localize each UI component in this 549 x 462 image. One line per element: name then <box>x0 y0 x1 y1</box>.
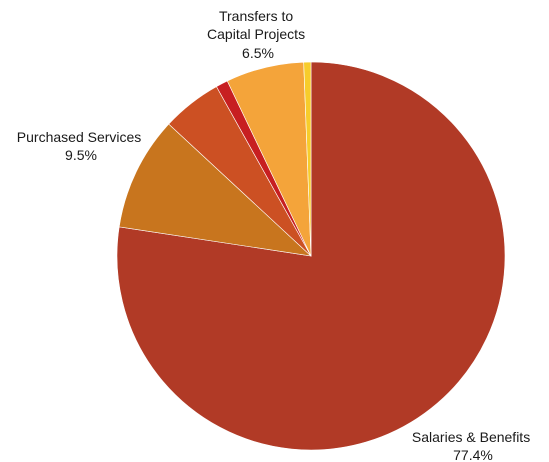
label-salaries-benefits: Salaries & Benefits 77.4% <box>412 429 534 462</box>
pie-slice-unlabeled-5 <box>303 61 312 257</box>
pie-slice-unlabeled-1 <box>118 123 312 257</box>
label-transfers-line2: Capital Projects <box>207 26 305 42</box>
label-salaries-line1: Salaries & Benefits <box>412 429 530 445</box>
label-salaries-value: 77.4% <box>453 447 493 462</box>
label-purchased-line1: Purchased Services <box>17 129 142 145</box>
label-purchased-services: Purchased Services 9.5% <box>17 129 145 163</box>
pie-slices <box>116 61 506 451</box>
label-transfers-value: 6.5% <box>242 45 274 61</box>
label-transfers: Transfers to Capital Projects 6.5% <box>207 8 309 61</box>
label-transfers-line1: Transfers to <box>219 8 293 24</box>
label-purchased-value: 9.5% <box>65 147 97 163</box>
